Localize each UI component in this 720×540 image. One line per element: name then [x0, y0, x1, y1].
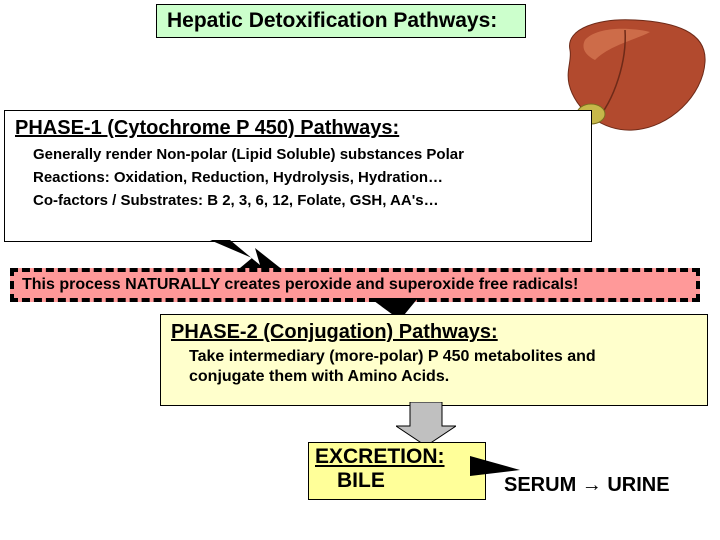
warning-box: This process NATURALLY creates peroxide … — [10, 268, 700, 302]
title-box: Hepatic Detoxification Pathways: — [156, 4, 526, 38]
excretion-box: EXCRETION: BILE — [308, 442, 486, 500]
serum-urine-text: SERUM → URINE — [504, 474, 670, 497]
serum-label: SERUM — [504, 474, 582, 496]
arrow-phase2-excretion — [396, 402, 456, 446]
phase1-box: PHASE-1 (Cytochrome P 450) Pathways: Gen… — [4, 110, 592, 242]
phase1-line-2: Co-factors / Substrates: B 2, 3, 6, 12, … — [33, 192, 581, 209]
phase1-line-1: Reactions: Oxidation, Reduction, Hydroly… — [33, 169, 581, 186]
arrow-excretion-serum-poly — [470, 456, 520, 476]
urine-label: URINE — [602, 474, 670, 496]
phase2-line-1: conjugate them with Amino Acids. — [189, 368, 697, 386]
phase2-box: PHASE-2 (Conjugation) Pathways: Take int… — [160, 314, 708, 406]
serum-arrow-glyph: → — [582, 474, 602, 496]
phase1-title: PHASE-1 (Cytochrome P 450) Pathways: — [15, 117, 581, 140]
excretion-title: EXCRETION: — [315, 445, 479, 469]
arrow-phase2-excretion-poly — [396, 402, 456, 446]
phase2-title: PHASE-2 (Conjugation) Pathways: — [171, 321, 697, 344]
phase1-line-0: Generally render Non-polar (Lipid Solubl… — [33, 146, 581, 163]
excretion-bile: BILE — [337, 469, 479, 493]
phase2-line-0: Take intermediary (more-polar) P 450 met… — [189, 348, 697, 366]
